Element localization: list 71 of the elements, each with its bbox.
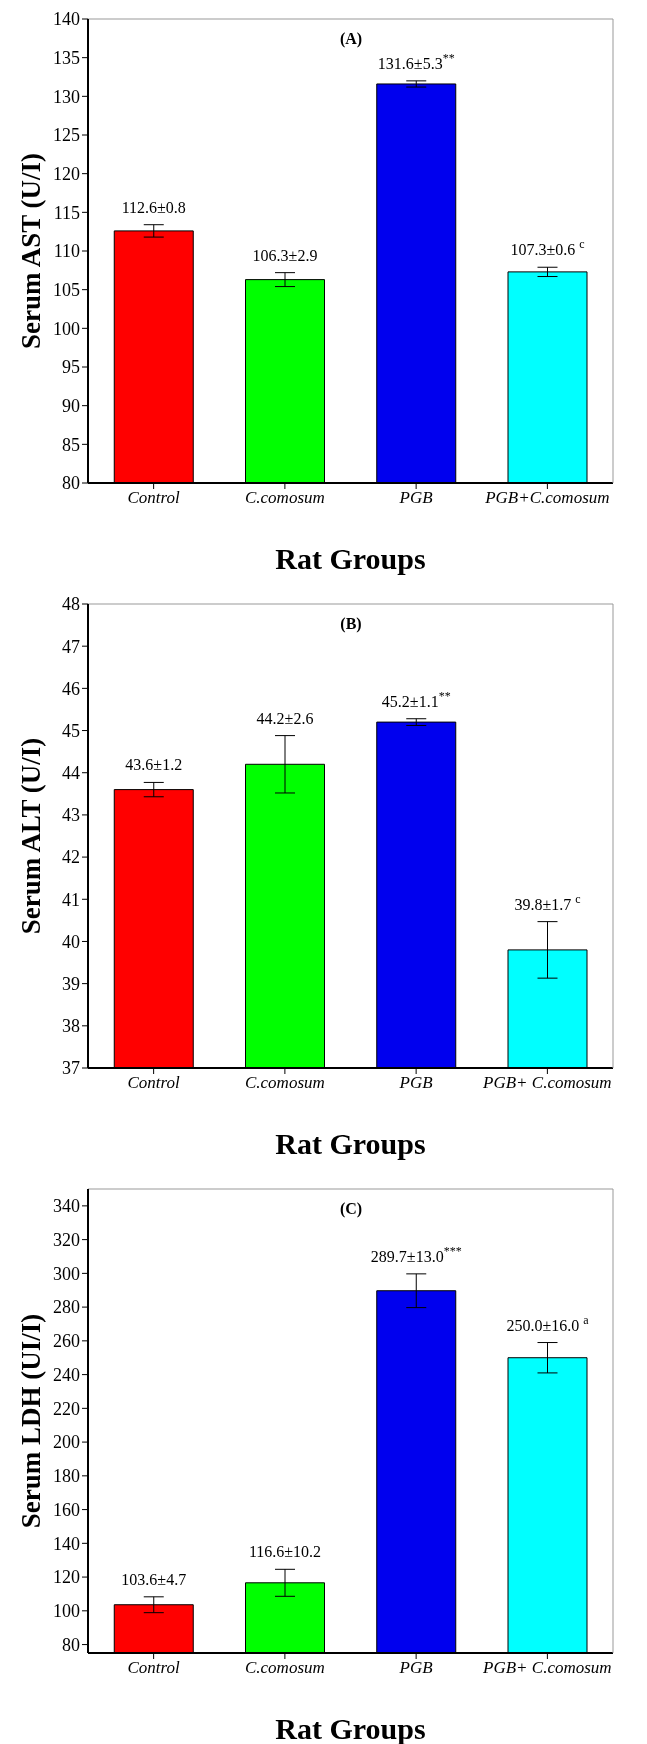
y-tick-label: 43 [62, 805, 80, 826]
data-label: 289.7±13.0$^{***}$ [370, 1243, 462, 1265]
x-tick-label: PGB+ C.comosum [482, 1658, 612, 1678]
x-tick-label: PGB+C.comosum [484, 488, 610, 508]
x-tick-label: PGB [398, 1658, 434, 1678]
y-tick-label: 200 [53, 1432, 80, 1453]
y-tick-label: 44 [62, 763, 80, 784]
y-tick-label: 105 [53, 280, 80, 301]
y-tick-label: 140 [53, 9, 80, 30]
x-tick-label: C.comosum [244, 1658, 325, 1678]
y-tick-label: 95 [62, 357, 80, 378]
x-tick-label: PGB+ C.comosum [482, 1073, 612, 1093]
data-label: 43.6±1.2 [125, 756, 183, 774]
y-tick-label: 47 [62, 636, 80, 657]
x-axis-title: Rat Groups [275, 542, 426, 575]
y-tick-label: 80 [62, 1634, 80, 1655]
x-tick-label: Control [127, 488, 181, 508]
data-label: 39.8±1.7 $^{c}$ [514, 891, 581, 913]
y-tick-label: 100 [53, 1601, 80, 1622]
y-tick-label: 42 [62, 847, 80, 868]
y-tick-label: 260 [53, 1331, 80, 1352]
y-tick-label: 280 [53, 1297, 80, 1318]
data-label: 103.6±4.7 [121, 1570, 187, 1588]
y-tick-label: 45 [62, 720, 80, 741]
y-tick-label: 41 [62, 889, 80, 910]
y-tick-label: 300 [53, 1263, 80, 1284]
data-label: 44.2±2.6 [256, 709, 314, 727]
x-tick-label: PGB [398, 488, 434, 508]
y-tick-label: 130 [53, 86, 80, 107]
y-tick-label: 120 [53, 1567, 80, 1588]
x-tick-label: C.comosum [244, 1073, 325, 1093]
y-tick-label: 180 [53, 1466, 80, 1487]
data-label: 112.6±0.8 [121, 198, 186, 216]
x-tick-label: Control [127, 1073, 181, 1093]
y-tick-label: 140 [53, 1533, 80, 1554]
y-tick-label: 38 [62, 1016, 80, 1037]
y-tick-label: 135 [53, 48, 80, 69]
data-label: 107.3±0.6 $^{c}$ [510, 237, 585, 259]
y-tick-label: 40 [62, 931, 80, 952]
x-axis-title: Rat Groups [275, 1127, 426, 1160]
y-axis-title: Serum LDH (UI/I) [15, 1313, 46, 1529]
x-tick-label: Control [127, 1658, 181, 1678]
y-tick-label: 48 [62, 594, 80, 615]
y-tick-label: 46 [62, 678, 80, 699]
y-tick-label: 160 [53, 1499, 80, 1520]
y-tick-label: 125 [53, 125, 80, 146]
y-tick-label: 110 [53, 241, 80, 262]
y-tick-label: 240 [53, 1364, 80, 1385]
y-tick-label: 90 [62, 396, 80, 417]
y-tick-label: 85 [62, 434, 80, 455]
x-tick-label: PGB [398, 1073, 434, 1093]
y-tick-label: 80 [62, 473, 80, 494]
y-axis-title: Serum ALT (U/I) [15, 737, 46, 935]
data-label: 250.0±16.0 $^{a}$ [506, 1312, 590, 1334]
data-label: 116.6±10.2 [248, 1543, 322, 1561]
text: (B) [339, 615, 363, 633]
y-tick-label: 320 [53, 1230, 80, 1251]
y-tick-label: 115 [53, 202, 80, 223]
y-axis-title: Serum AST (U/I) [15, 152, 46, 350]
data-label: 131.6±5.3$^{**}$ [377, 50, 455, 72]
y-tick-label: 37 [62, 1058, 80, 1079]
x-tick-label: C.comosum [244, 488, 325, 508]
text: (A) [338, 30, 364, 48]
y-tick-label: 100 [53, 318, 80, 339]
y-tick-label: 220 [53, 1398, 80, 1419]
text: (C) [338, 1200, 364, 1218]
data-label: 45.2±1.1$^{**}$ [381, 688, 451, 710]
data-label: 106.3±2.9 [252, 246, 318, 264]
y-tick-label: 39 [62, 974, 80, 995]
y-tick-label: 120 [53, 164, 80, 185]
y-tick-label: 340 [53, 1196, 80, 1217]
